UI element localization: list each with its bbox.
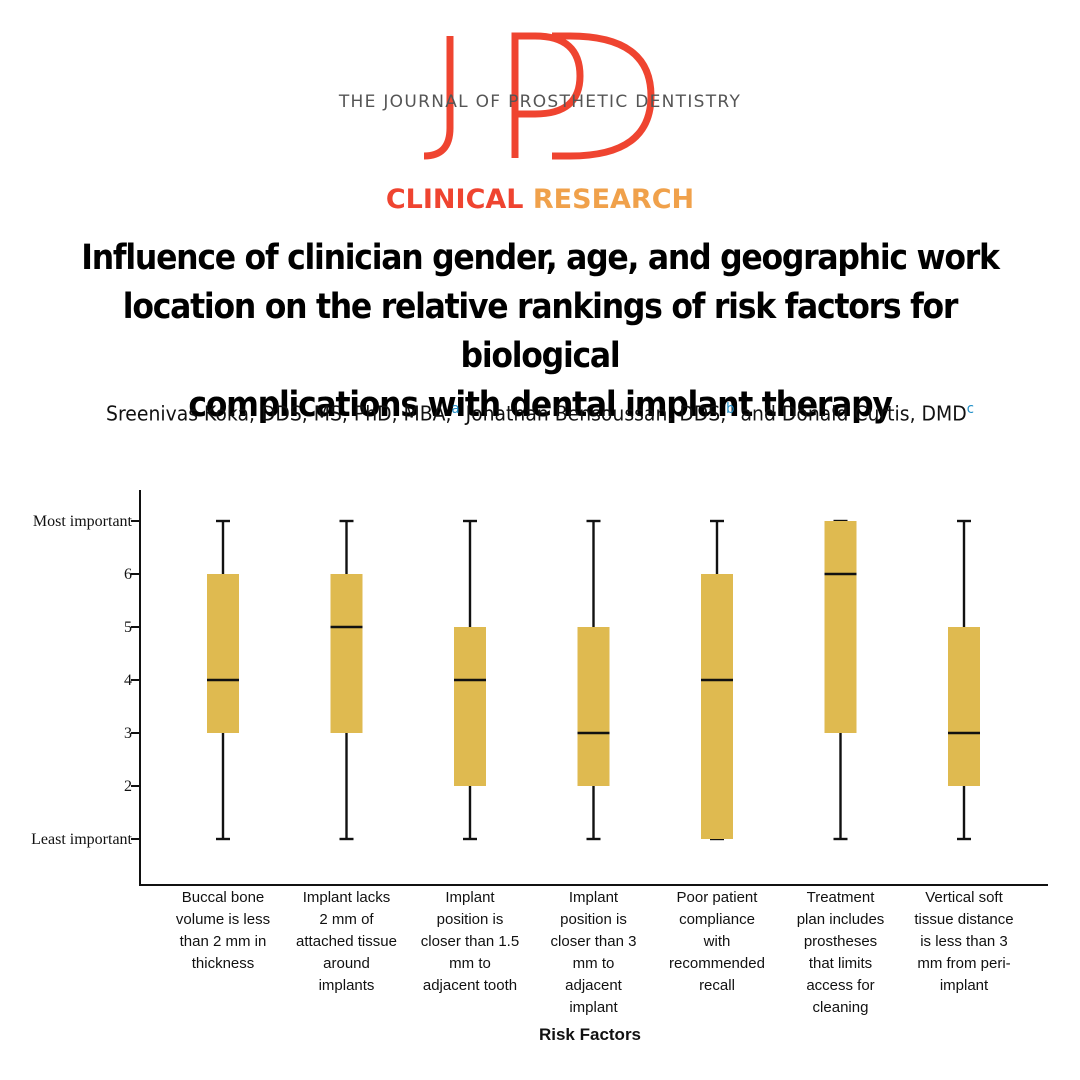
x-category-label-line: closer than 3 xyxy=(550,933,637,950)
box-iqr xyxy=(330,574,363,733)
author-affiliation-mark: c xyxy=(966,401,974,417)
section-label: CLINICAL RESEARCH xyxy=(0,184,1080,215)
title-line: Influence of clinician gender, age, and … xyxy=(81,238,1000,278)
x-category-label-line: with xyxy=(703,933,731,950)
author-name: and Donald Curtis, DMD xyxy=(740,401,967,426)
x-category-label-line: Poor patient xyxy=(676,889,758,906)
x-category-label-line: Vertical soft xyxy=(925,889,1003,906)
box-iqr xyxy=(948,627,980,786)
author-affiliation-mark: a xyxy=(451,401,460,417)
x-category-label-line: closer than 1.5 xyxy=(420,933,520,950)
x-category-label-line: prostheses xyxy=(803,933,878,950)
x-category-label-line: implants xyxy=(318,977,375,994)
x-category-label-line: implant xyxy=(939,977,989,994)
author-list: Sreenivas Koka, DDS, MS, PhD, MBA,a Jona… xyxy=(32,401,1047,426)
x-category-label-line: adjacent xyxy=(565,977,622,994)
x-category-label: Implant position is closer than 1.5 mm to ad… xyxy=(409,887,531,997)
x-category-label-line: tissue distance xyxy=(914,911,1014,928)
y-tick-label: Least important xyxy=(31,831,132,848)
jpd-logo xyxy=(423,32,655,160)
x-category-label-line: volume is less xyxy=(175,911,271,928)
x-category-label-line: 2 mm of xyxy=(319,911,374,928)
y-tick-label: 3 xyxy=(124,725,132,742)
x-category-label-line: mm to xyxy=(572,955,615,972)
x-category-label-line: around xyxy=(323,955,370,972)
x-category-label-line: thickness xyxy=(191,955,255,972)
title-line: complications with dental implant therap… xyxy=(188,385,893,425)
x-category-label-line: is less than 3 xyxy=(920,933,1008,950)
x-category-label-line: Buccal bone xyxy=(181,889,265,906)
x-category-label-line: mm from peri- xyxy=(917,955,1011,972)
x-category-label-line: adjacent tooth xyxy=(422,977,518,994)
x-category-label-line: Treatment xyxy=(806,889,875,906)
x-category-label-line: position is xyxy=(560,911,627,928)
y-tick-label: 6 xyxy=(124,566,132,583)
box-iqr xyxy=(454,627,486,786)
box-iqr xyxy=(701,574,733,839)
x-category-label-line: Implant lacks xyxy=(302,889,391,906)
author-affiliation-mark: b xyxy=(726,401,735,417)
logo-letter-p xyxy=(511,32,584,158)
x-category-label-line: recall xyxy=(699,977,735,994)
x-category-label-line: compliance xyxy=(679,911,755,928)
logo-letter-j xyxy=(423,36,454,160)
x-category-label-line: plan includes xyxy=(796,911,885,928)
x-category-label: Implant lacks 2 mm of attached tissue aroun… xyxy=(286,887,408,997)
journal-name: THE JOURNAL OF PROSTHETIC DENTISTRY xyxy=(338,92,742,112)
y-tick-label: 5 xyxy=(124,619,132,636)
x-category-label-line: access for xyxy=(806,977,875,994)
x-category-label-line: implant xyxy=(569,999,618,1016)
x-category-label: Buccal bone volume is less than 2 mm in thi… xyxy=(162,887,284,975)
box-iqr xyxy=(577,627,610,786)
section-word-research: RESEARCH xyxy=(532,184,695,215)
x-category-label: Treatment plan includes prostheses that lim… xyxy=(780,887,902,1019)
x-category-label: Poor patient compliance with recommended rec… xyxy=(656,887,778,997)
x-axis-title: Risk Factors xyxy=(538,1025,642,1044)
section-word-clinical: CLINICAL xyxy=(385,184,524,215)
x-category-label-line: recommended xyxy=(669,955,765,972)
y-tick-label: Most important xyxy=(33,513,133,530)
y-tick-label: 4 xyxy=(124,672,132,689)
x-category-label-line: Implant xyxy=(568,889,619,906)
article-title: Influence of clinician gender, age, and … xyxy=(72,234,1008,430)
x-category-label-line: that limits xyxy=(808,955,873,972)
author-name: Jonathan Bensoussan, DDS, xyxy=(465,401,727,426)
x-category-label-line: mm to xyxy=(449,955,491,972)
author-name: Sreenivas Koka, DDS, MS, PhD, MBA, xyxy=(106,401,452,426)
box-iqr xyxy=(207,574,239,733)
x-category-label-line: attached tissue xyxy=(296,933,397,950)
x-category-label-line: cleaning xyxy=(812,999,869,1016)
title-line: location on the relative rankings of ris… xyxy=(122,287,959,376)
x-category-label-line: than 2 mm in xyxy=(179,933,267,950)
x-category-label-line: position is xyxy=(436,911,504,928)
x-category-label: Vertical soft tissue distance is less than… xyxy=(903,887,1025,997)
x-category-label-line: Implant xyxy=(445,889,495,906)
box-iqr xyxy=(824,521,857,733)
x-category-label: Implant position is closer than 3 mm to adja… xyxy=(533,887,655,1019)
logo-letter-d xyxy=(552,32,655,160)
y-tick-label: 2 xyxy=(124,778,132,795)
